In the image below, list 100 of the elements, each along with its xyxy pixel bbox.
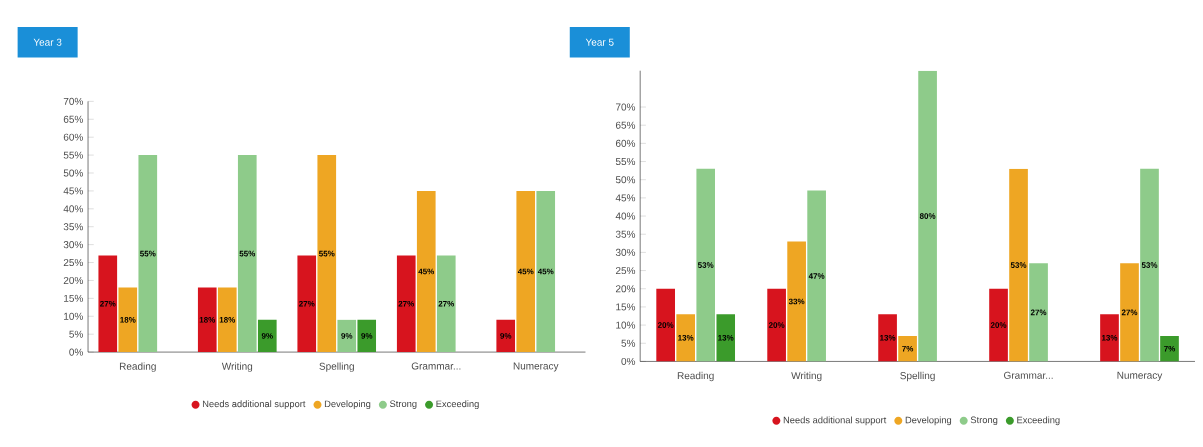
data-label: 18% bbox=[199, 317, 216, 323]
y-tick-label: 45% bbox=[615, 194, 636, 202]
data-label: 27% bbox=[299, 301, 315, 307]
data-label: 33% bbox=[788, 298, 805, 305]
x-tick-label: Numeracy bbox=[513, 362, 559, 372]
bar bbox=[716, 314, 736, 362]
x-tick-label: Reading bbox=[119, 362, 156, 372]
y-tick-label: 15% bbox=[64, 294, 83, 302]
data-label: 27% bbox=[1121, 309, 1138, 316]
data-label: 53% bbox=[1141, 262, 1158, 269]
bar bbox=[656, 288, 675, 362]
data-label: 53% bbox=[1010, 262, 1027, 269]
chart-title: Year 3 bbox=[33, 38, 62, 46]
data-label: 9% bbox=[261, 333, 273, 339]
y-tick-label: 35% bbox=[63, 223, 83, 231]
y-tick-label: 60% bbox=[615, 139, 636, 148]
bar bbox=[878, 314, 897, 362]
data-label: 55% bbox=[319, 250, 335, 257]
y-tick-label: 5% bbox=[69, 330, 83, 338]
y-tick-label: 60% bbox=[63, 133, 83, 141]
y-tick-label: 65% bbox=[63, 115, 83, 123]
y-tick-label: 70% bbox=[63, 97, 83, 106]
y-tick-label: 10% bbox=[616, 321, 636, 329]
data-label: 7% bbox=[1164, 346, 1176, 352]
data-label: 13% bbox=[718, 335, 734, 341]
data-label: 45% bbox=[517, 268, 534, 275]
y-tick-label: 10% bbox=[64, 312, 83, 320]
chart-title: Year 5 bbox=[585, 38, 614, 46]
y-tick-label: 35% bbox=[615, 230, 636, 238]
bar bbox=[989, 288, 1008, 362]
data-label: 53% bbox=[697, 262, 714, 269]
x-tick-label: Writing bbox=[791, 371, 822, 382]
y-tick-label: 55% bbox=[615, 158, 636, 166]
y-tick-label: 30% bbox=[63, 241, 83, 249]
data-label: 55% bbox=[239, 250, 256, 257]
bar bbox=[257, 319, 277, 353]
bar bbox=[1029, 263, 1048, 362]
legend-label: Strong bbox=[970, 416, 998, 426]
legend-label: Exceeding bbox=[1017, 416, 1060, 426]
legend-label: Needs additional support bbox=[783, 416, 887, 426]
bar bbox=[1009, 168, 1028, 362]
bar bbox=[496, 319, 516, 353]
legend-label: Strong bbox=[389, 400, 417, 410]
y-tick-label: 20% bbox=[63, 277, 83, 285]
x-tick-label: Grammar... bbox=[411, 362, 461, 370]
data-label: 13% bbox=[880, 335, 896, 341]
data-label: 18% bbox=[120, 317, 136, 323]
data-label: 45% bbox=[537, 268, 554, 275]
data-label: 27% bbox=[100, 301, 116, 307]
bar bbox=[807, 190, 826, 362]
data-label: 7% bbox=[902, 346, 914, 352]
bar bbox=[396, 255, 416, 353]
y-tick-label: 70% bbox=[615, 103, 636, 111]
x-tick-label: Grammar... bbox=[1004, 371, 1053, 380]
legend-label: Exceeding bbox=[436, 400, 479, 410]
y-tick-label: 65% bbox=[615, 121, 636, 129]
x-tick-label: Spelling bbox=[900, 371, 935, 382]
y-tick-label: 50% bbox=[615, 176, 636, 184]
y-tick-label: 45% bbox=[63, 187, 83, 195]
bar bbox=[118, 287, 138, 353]
legend-label: Developing bbox=[905, 416, 952, 426]
y-tick-label: 40% bbox=[615, 212, 636, 220]
data-label: 13% bbox=[1101, 335, 1118, 341]
data-label: 9% bbox=[500, 333, 512, 339]
data-label: 47% bbox=[808, 273, 825, 279]
bar bbox=[1160, 336, 1179, 362]
data-label: 20% bbox=[657, 322, 674, 329]
bar bbox=[416, 191, 436, 353]
y-tick-label: 30% bbox=[615, 248, 636, 257]
bar bbox=[237, 155, 257, 353]
bar bbox=[516, 191, 536, 353]
x-tick-label: Reading bbox=[677, 371, 714, 382]
data-label: 27% bbox=[398, 301, 415, 307]
bar bbox=[297, 255, 317, 353]
y-tick-label: 15% bbox=[616, 303, 636, 311]
data-label: 27% bbox=[1030, 309, 1047, 316]
bar bbox=[676, 314, 695, 362]
data-label: 20% bbox=[990, 322, 1007, 329]
bar bbox=[138, 155, 158, 353]
y-tick-label: 0% bbox=[621, 357, 636, 366]
legend-label: Needs additional support bbox=[202, 400, 306, 410]
data-label: 80% bbox=[919, 213, 936, 220]
bar bbox=[696, 168, 715, 362]
bar bbox=[217, 287, 237, 353]
bar bbox=[1140, 168, 1159, 362]
data-label: 20% bbox=[768, 322, 785, 329]
y-tick-label: 55% bbox=[63, 151, 83, 159]
bar bbox=[98, 255, 118, 353]
data-label: 45% bbox=[418, 268, 435, 275]
y-tick-label: 25% bbox=[615, 267, 636, 275]
bar bbox=[1100, 314, 1119, 362]
x-tick-label: Writing bbox=[221, 362, 253, 372]
bar bbox=[357, 319, 377, 353]
bar bbox=[767, 288, 786, 362]
y-tick-label: 50% bbox=[63, 169, 83, 177]
data-label: 27% bbox=[438, 301, 455, 307]
y-tick-label: 5% bbox=[621, 339, 636, 347]
bar bbox=[918, 70, 937, 362]
data-label: 9% bbox=[361, 333, 373, 339]
data-label: 9% bbox=[341, 333, 353, 339]
